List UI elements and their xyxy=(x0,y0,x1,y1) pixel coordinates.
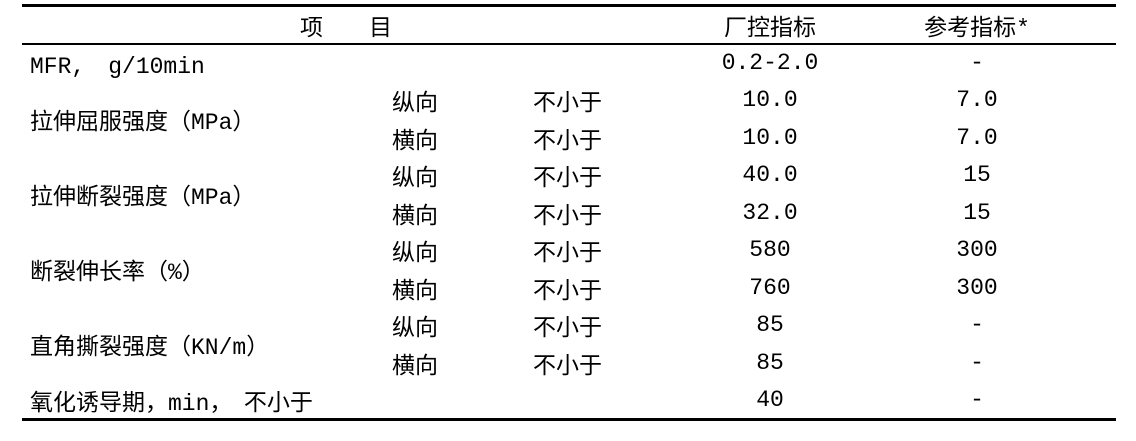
factory-cell: 10.0 xyxy=(742,87,798,114)
table-row: 拉伸断裂强度（MPa） 纵向 不小于 40.0 15 xyxy=(22,157,1116,211)
header-row: 项 目 厂控指标 参考指标* xyxy=(22,5,1117,45)
direction-cell: 纵向 xyxy=(392,166,438,193)
direction-cell: 横向 xyxy=(392,128,438,155)
reference-cell: - xyxy=(970,386,984,413)
reference-cell: - xyxy=(970,50,984,77)
table-row: 横向 不小于 10.0 7.0 xyxy=(22,119,1116,157)
factory-cell: 580 xyxy=(749,237,791,264)
factory-cell: 40 xyxy=(756,386,784,413)
direction-cell: 纵向 xyxy=(392,316,438,343)
condition-cell: 不小于 xyxy=(533,316,602,343)
table-row: 氧化诱导期，min， 不小于 40 - xyxy=(22,382,1116,420)
table-row: 横向 不小于 760 300 xyxy=(22,269,1116,307)
factory-cell: 760 xyxy=(749,274,791,301)
reference-cell: 7.0 xyxy=(956,124,998,151)
header-item: 项 目 xyxy=(22,5,671,45)
direction-cell: 横向 xyxy=(392,203,438,230)
reference-cell: 15 xyxy=(963,199,991,226)
condition-cell: 不小于 xyxy=(533,278,602,305)
reference-cell: 300 xyxy=(956,274,998,301)
table-row: 直角撕裂强度（KN/m） 纵向 不小于 85 - xyxy=(22,307,1116,361)
condition-cell: 不小于 xyxy=(533,91,602,118)
table-row: MFR, g/10min 0.2-2.0 - xyxy=(22,44,1116,82)
factory-cell: 32.0 xyxy=(742,199,798,226)
item-cell: 断裂伸长率（%） xyxy=(30,260,205,286)
table-row: 拉伸屈服强度（MPa） 纵向 不小于 10.0 7.0 xyxy=(22,82,1116,136)
factory-cell: 85 xyxy=(756,349,784,376)
factory-cell: 0.2-2.0 xyxy=(721,50,819,77)
condition-cell: 不小于 xyxy=(533,166,602,193)
item-cell: 氧化诱导期，min， 不小于 xyxy=(30,390,313,417)
reference-cell: 300 xyxy=(956,237,998,264)
item-cell: 拉伸屈服强度（MPa） xyxy=(30,110,256,136)
header-factory: 厂控指标 xyxy=(670,5,871,45)
item-cell: 拉伸断裂强度（MPa） xyxy=(30,185,256,211)
item-cell: 直角撕裂强度（KN/m） xyxy=(30,335,270,361)
direction-cell: 横向 xyxy=(392,353,438,380)
direction-cell: 纵向 xyxy=(392,91,438,118)
factory-cell: 40.0 xyxy=(742,162,798,189)
direction-cell: 横向 xyxy=(392,278,438,305)
factory-cell: 85 xyxy=(756,312,784,339)
reference-cell: 7.0 xyxy=(956,87,998,114)
reference-cell: - xyxy=(970,349,984,376)
factory-cell: 10.0 xyxy=(742,124,798,151)
table-row: 横向 不小于 85 - xyxy=(22,344,1116,382)
condition-cell: 不小于 xyxy=(533,353,602,380)
spec-table: 项 目 厂控指标 参考指标* MFR, g/10min 0.2-2.0 - 拉伸… xyxy=(22,4,1117,421)
table-row: 横向 不小于 32.0 15 xyxy=(22,194,1116,232)
item-cell: MFR, g/10min xyxy=(30,54,205,81)
reference-cell: 15 xyxy=(963,162,991,189)
condition-cell: 不小于 xyxy=(533,241,602,268)
header-reference: 参考指标* xyxy=(870,5,1085,45)
direction-cell: 纵向 xyxy=(392,241,438,268)
condition-cell: 不小于 xyxy=(533,203,602,230)
table-row: 断裂伸长率（%） 纵向 不小于 580 300 xyxy=(22,232,1116,286)
reference-cell: - xyxy=(970,312,984,339)
condition-cell: 不小于 xyxy=(533,128,602,155)
